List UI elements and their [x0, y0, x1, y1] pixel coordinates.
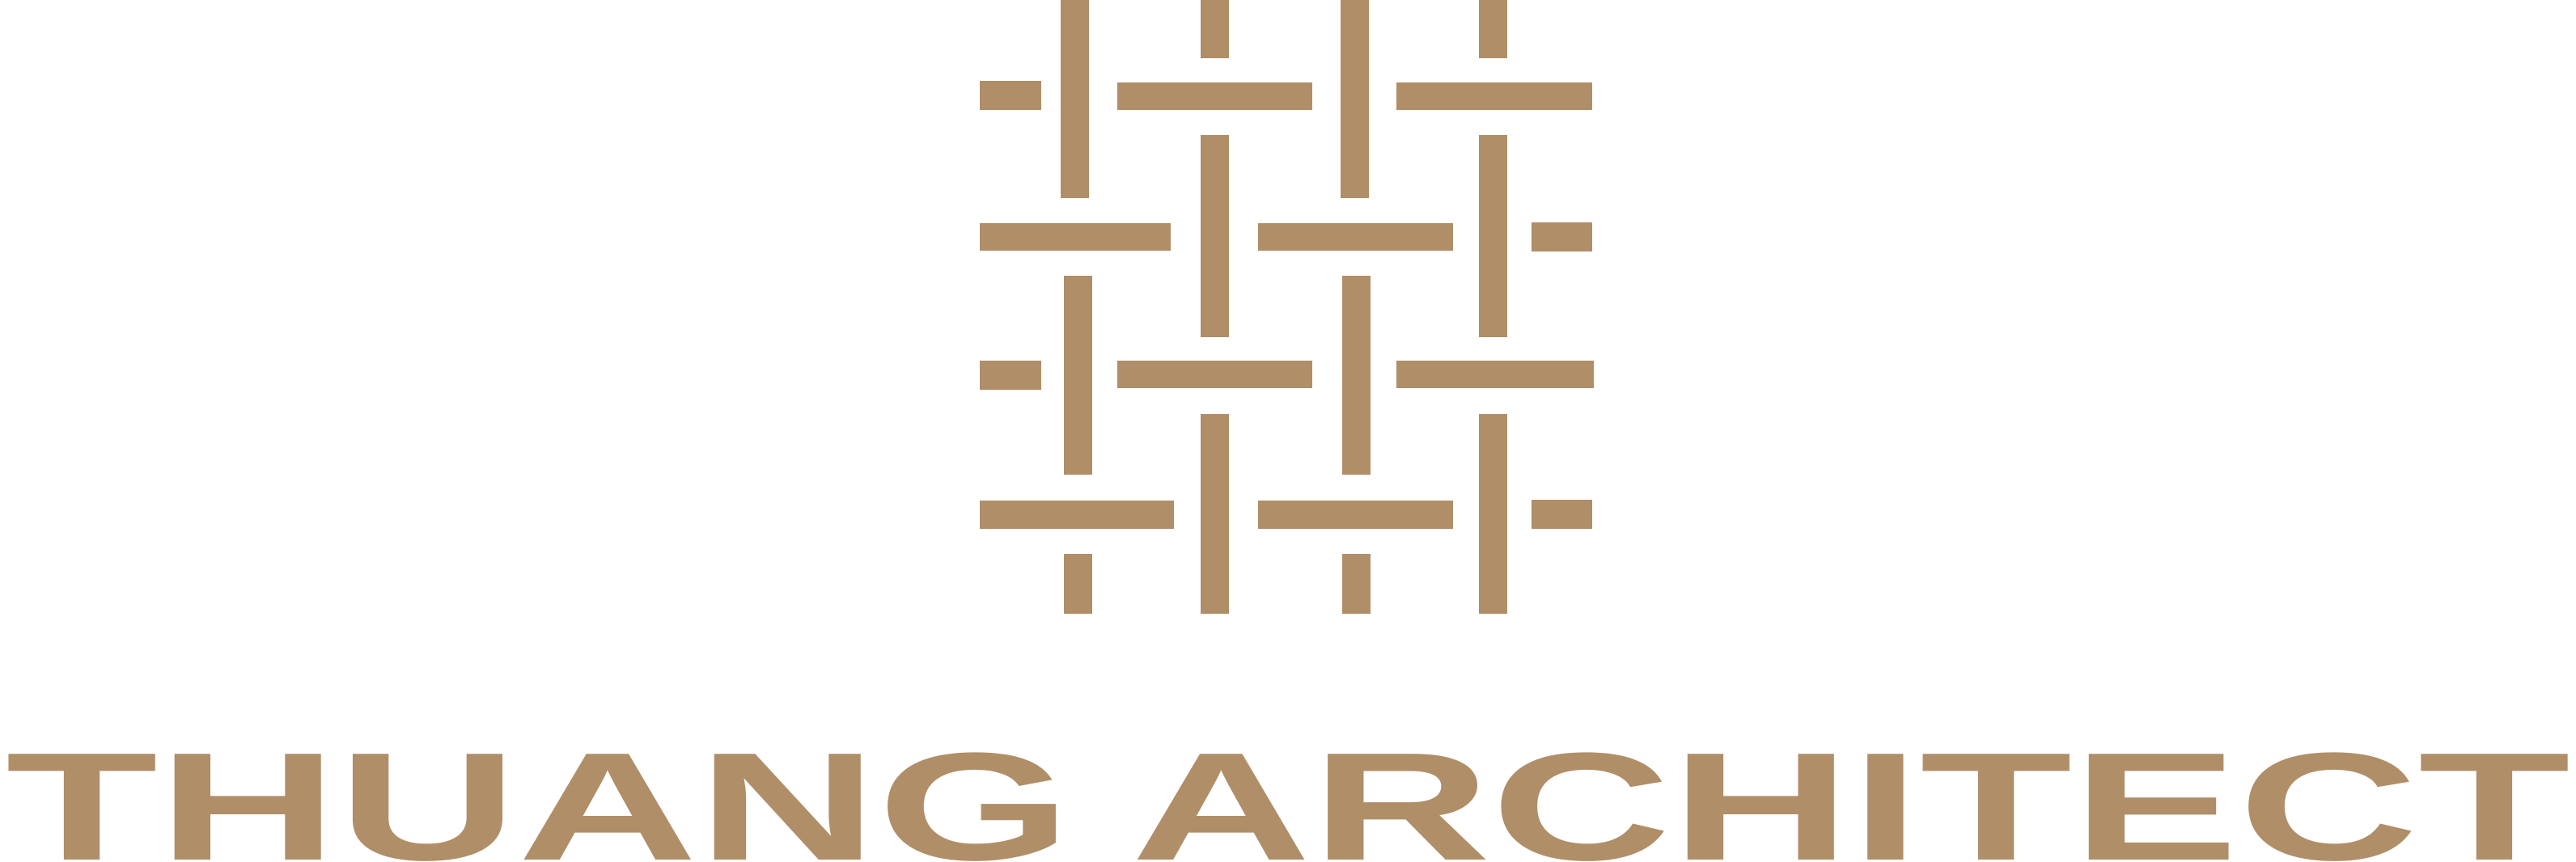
woven-grid-icon [980, 0, 1594, 614]
brand-wordmark: THUANG ARCHITECT [6, 721, 2570, 862]
